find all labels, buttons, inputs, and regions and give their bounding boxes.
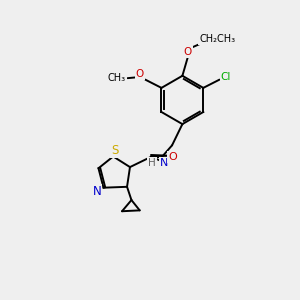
Text: O: O	[168, 152, 177, 162]
Text: CH₃: CH₃	[107, 73, 125, 83]
Text: S: S	[111, 144, 118, 157]
Text: N: N	[93, 185, 101, 198]
Text: O: O	[184, 47, 192, 57]
Text: Cl: Cl	[221, 72, 231, 82]
Text: CH₂CH₃: CH₂CH₃	[199, 34, 235, 44]
Text: O: O	[136, 69, 144, 79]
Text: N: N	[160, 158, 169, 168]
Text: H: H	[148, 158, 156, 168]
